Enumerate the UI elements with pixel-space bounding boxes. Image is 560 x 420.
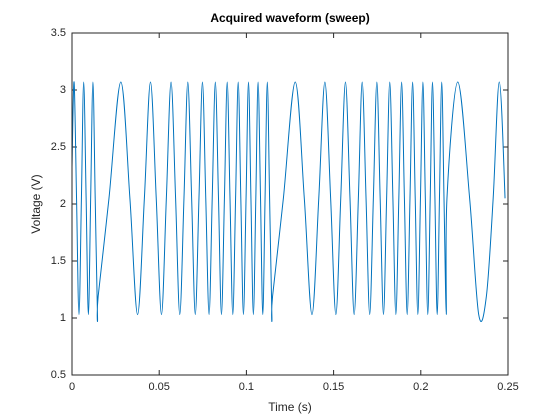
- y-tick-label: 0.5: [51, 369, 66, 381]
- plot-area: [72, 33, 508, 375]
- axes-box: [71, 32, 509, 376]
- y-tick-label: 2: [60, 198, 66, 210]
- x-tick-label: 0.15: [323, 381, 344, 393]
- x-tick-label: 0.2: [413, 381, 428, 393]
- x-axis-label: Time (s): [268, 400, 312, 414]
- y-tick-label: 1.5: [51, 255, 66, 267]
- y-axis-label: Voltage (V): [29, 174, 43, 233]
- x-tick-label: 0: [69, 381, 75, 393]
- x-tick-label: 0.1: [239, 381, 254, 393]
- y-tick-label: 2.5: [51, 141, 66, 153]
- x-tick-label: 0.25: [497, 381, 518, 393]
- waveform-line: [71, 81, 506, 322]
- y-tick-label: 1: [60, 312, 66, 324]
- y-tick-label: 3.5: [51, 27, 66, 39]
- y-tick-label: 3: [60, 84, 66, 96]
- chart-title: Acquired waveform (sweep): [210, 11, 369, 25]
- x-tick-label: 0.05: [148, 381, 169, 393]
